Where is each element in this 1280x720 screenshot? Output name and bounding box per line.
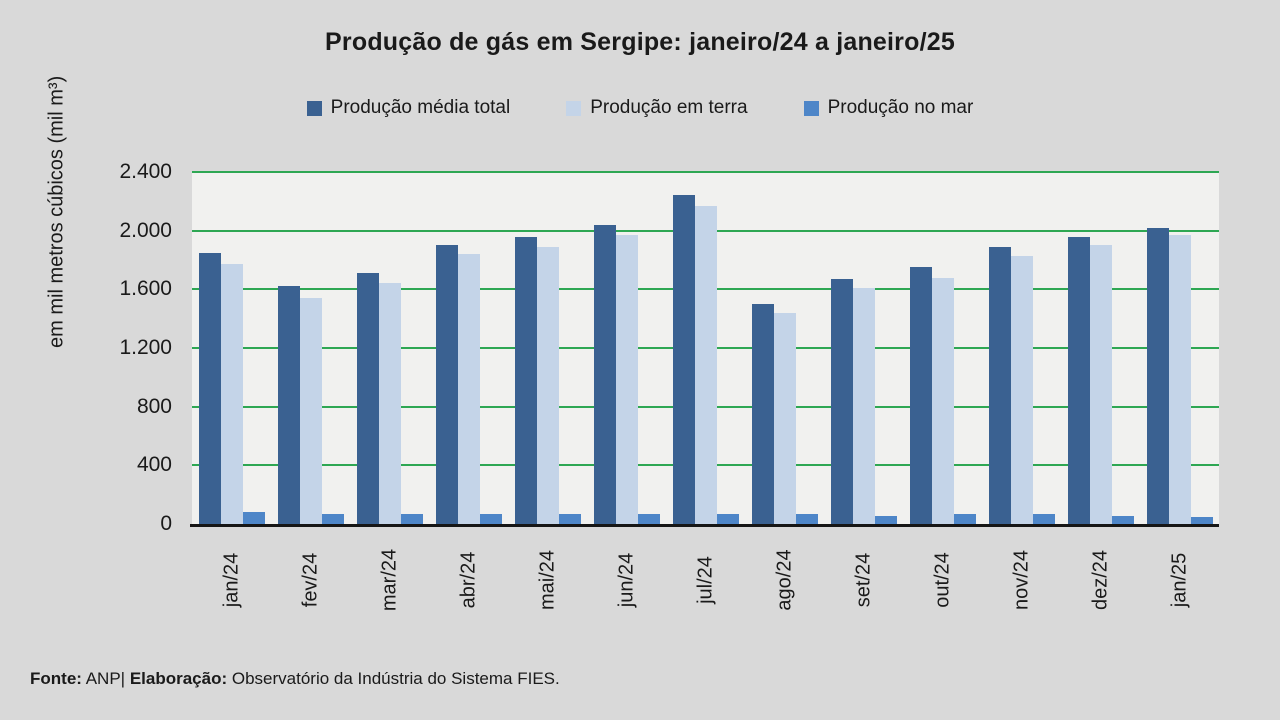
bar-total-abr-24 [435,245,458,524]
legend: Produção média total Produção em terra P… [0,97,1280,119]
source-value: ANP| [81,669,130,688]
x-axis-label: set/24 [852,552,874,608]
x-axis-label: out/24 [931,552,953,608]
source-note: Fonte: ANP| Elaboração: Observatório da … [30,669,560,689]
x-axis-label: abr/24 [457,551,479,609]
y-tick-label: 0 [160,512,172,535]
bar-total-dez-24 [1067,236,1090,524]
x-axis-label: jan/24 [220,552,242,608]
bar-terra-mai-24 [536,246,559,524]
y-tick-label: 1.600 [119,277,172,301]
plot-area [190,171,1219,527]
bar-terra-fev-24 [299,298,322,524]
bar-terra-mar-24 [378,283,401,524]
legend-label: Produção no mar [827,97,974,118]
bar-mar-jan-25 [1190,516,1213,524]
x-axis-label: fev/24 [299,552,321,608]
x-axis-label: nov/24 [1010,549,1032,611]
bar-mar-mar-24 [400,513,423,524]
x-axis-line [190,524,1219,527]
bar-total-jan-24 [198,252,221,524]
bar-total-out-24 [909,267,932,524]
y-tick-label: 800 [136,394,172,418]
bar-mar-set-24 [874,515,897,524]
legend-label: Produção em terra [590,97,748,118]
bar-terra-abr-24 [457,254,480,524]
bar-terra-jan-25 [1168,235,1191,524]
y-tick-label: 2.400 [119,160,172,183]
legend-label: Produção média total [330,97,511,118]
y-tick-label: 400 [136,453,172,477]
bar-terra-set-24 [852,287,875,524]
bar-total-ago-24 [751,304,774,524]
legend-item-em-terra: Produção em terra [566,97,748,119]
legend-swatch-icon [306,100,322,116]
bar-mar-ago-24 [795,513,818,524]
bar-total-set-24 [830,279,853,524]
source-label: Fonte: [30,669,82,688]
bar-mar-out-24 [953,513,976,524]
bar-terra-nov-24 [1010,255,1033,524]
bar-total-jan-25 [1146,227,1169,524]
bar-mar-jun-24 [637,514,660,524]
legend-item-media-total: Produção média total [306,97,511,119]
y-tick-label: 2.000 [119,218,172,242]
elaboration-value: Observatório da Indústria do Sistema FIE… [227,669,560,688]
bar-mar-abr-24 [479,513,502,524]
bar-total-mar-24 [356,273,379,524]
bar-total-jul-24 [672,195,695,524]
bar-terra-out-24 [931,277,954,524]
x-axis-label: mar/24 [378,548,400,612]
bar-mar-jul-24 [716,513,739,524]
elaboration-label: Elaboração: [129,669,228,688]
x-axis-label: jun/24 [615,552,637,608]
bar-total-jun-24 [593,224,616,524]
bar-total-fev-24 [277,286,300,524]
x-axis-label: jul/24 [694,556,716,604]
y-tick-label: 1.200 [119,336,172,359]
bar-mar-fev-24 [321,513,344,524]
chart-title: Produção de gás em Sergipe: janeiro/24 a… [325,28,955,56]
legend-item-no-mar: Produção no mar [803,97,974,119]
bar-mar-jan-24 [242,512,265,524]
legend-swatch-icon [803,100,819,116]
bar-mar-dez-24 [1111,515,1134,524]
bar-terra-ago-24 [773,312,796,524]
x-axis-label: mai/24 [536,549,558,611]
bar-total-mai-24 [514,236,537,524]
x-axis-label: dez/24 [1089,549,1111,611]
gridline [192,171,1219,173]
bar-terra-dez-24 [1089,245,1112,524]
bar-terra-jun-24 [615,235,638,524]
x-axis-label: jan/25 [1168,552,1190,608]
x-axis-label: ago/24 [773,549,795,611]
bar-terra-jan-24 [220,264,243,524]
bar-total-nov-24 [988,246,1011,524]
legend-swatch-icon [566,100,582,116]
bar-mar-nov-24 [1032,514,1055,524]
bar-mar-mai-24 [558,513,581,524]
bar-terra-jul-24 [694,205,717,524]
